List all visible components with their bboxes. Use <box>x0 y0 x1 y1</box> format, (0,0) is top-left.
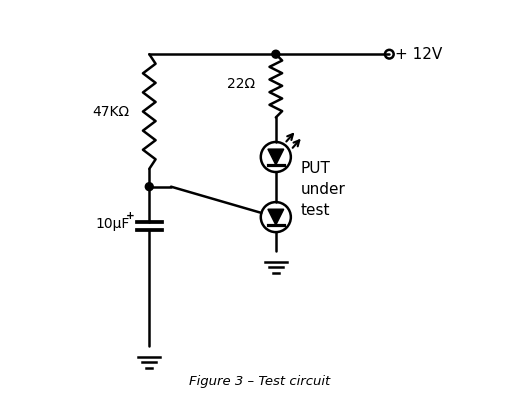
Circle shape <box>145 183 153 190</box>
Text: +: + <box>126 211 135 221</box>
Text: PUT
under
test: PUT under test <box>301 160 345 217</box>
Text: Figure 3 – Test circuit: Figure 3 – Test circuit <box>189 375 331 388</box>
Text: 22Ω: 22Ω <box>227 77 255 91</box>
Polygon shape <box>268 209 284 225</box>
Circle shape <box>272 50 280 58</box>
Text: 10μF: 10μF <box>95 217 129 231</box>
Text: + 12V: + 12V <box>395 47 443 62</box>
Text: 47KΩ: 47KΩ <box>93 105 129 119</box>
Polygon shape <box>268 149 284 165</box>
